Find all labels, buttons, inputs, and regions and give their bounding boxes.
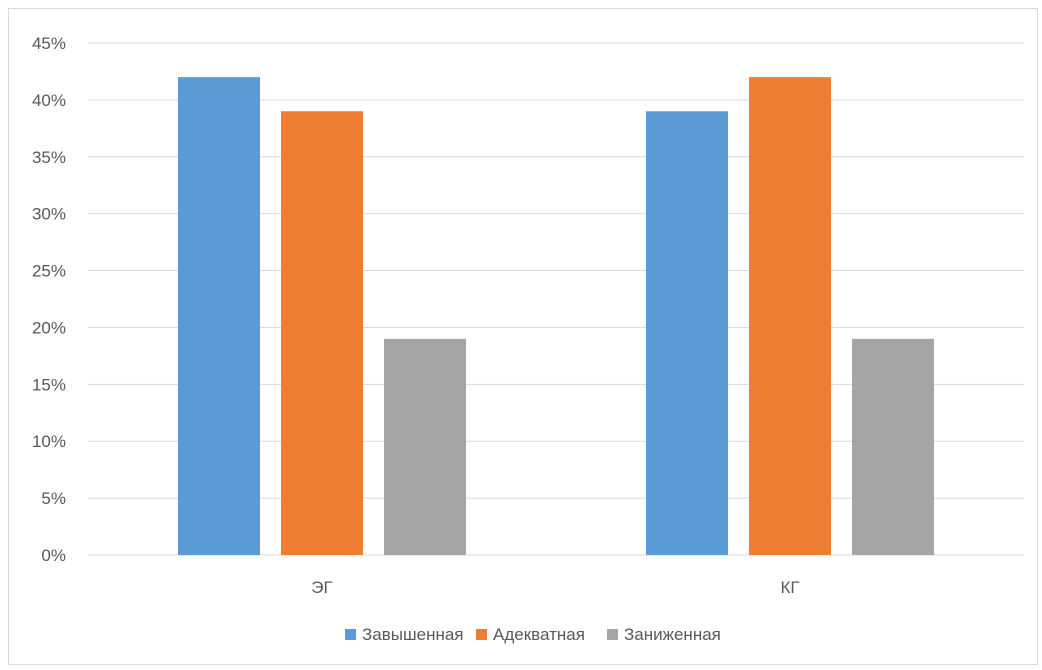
x-axis: ЭГ КГ (311, 578, 799, 597)
y-tick-label: 30% (32, 205, 66, 224)
x-category-label: ЭГ (311, 578, 332, 597)
legend-label: Адекватная (493, 625, 585, 644)
y-axis: 0% 5% 10% 15% 20% 25% 30% 35% 40% 45% (32, 34, 66, 565)
legend-swatch (476, 629, 487, 640)
y-tick-label: 5% (41, 489, 66, 508)
legend-label: Завышенная (362, 625, 464, 644)
y-tick-label: 10% (32, 432, 66, 451)
bar-2-2 (749, 77, 831, 555)
bars (178, 77, 934, 556)
legend-swatch (607, 629, 618, 640)
legend-label: Заниженная (624, 625, 721, 644)
y-tick-label: 35% (32, 148, 66, 167)
legend: Завышенная Адекватная Заниженная (345, 625, 721, 644)
y-tick-label: 20% (32, 318, 66, 337)
y-tick-label: 25% (32, 262, 66, 281)
y-tick-label: 40% (32, 91, 66, 110)
bar-3-1 (384, 338, 466, 555)
bar-3-2 (852, 338, 934, 555)
x-category-label: КГ (780, 578, 799, 597)
bar-2-1 (281, 111, 363, 556)
y-tick-label: 0% (41, 546, 66, 565)
legend-swatch (345, 629, 356, 640)
y-tick-label: 45% (32, 34, 66, 53)
y-tick-label: 15% (32, 375, 66, 394)
bar-1-2 (646, 111, 728, 556)
bar-1-1 (178, 77, 260, 555)
